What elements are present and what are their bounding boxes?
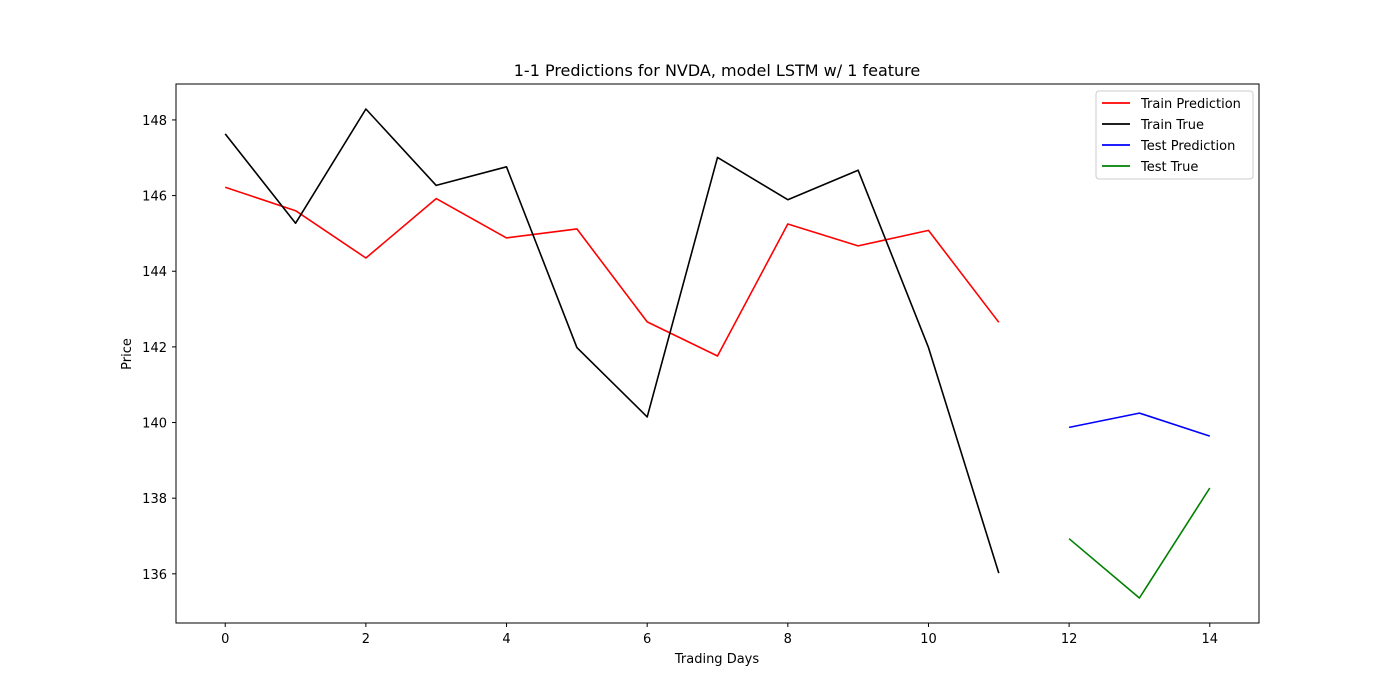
y-axis-label: Price [120,338,135,370]
x-axis-label: Trading Days [674,652,759,667]
legend-label-test-prediction: Test Prediction [1140,139,1235,154]
x-tick-label: 10 [920,632,937,647]
y-tick-label: 146 [142,190,167,205]
x-tick-label: 4 [502,632,510,647]
x-tick-label: 0 [221,632,229,647]
x-tick-label: 12 [1061,632,1078,647]
series-lines [224,108,1211,599]
legend-box [1095,90,1254,180]
y-tick-label: 140 [142,417,167,432]
y-tick-label: 144 [142,265,167,280]
y-tick-label: 142 [142,341,167,356]
x-axis: 0 2 4 6 8 10 12 14 [221,623,1218,647]
x-tick-label: 14 [1201,632,1218,647]
legend-label-train-prediction: Train Prediction [1140,97,1241,112]
plot-area [175,83,1260,624]
x-tick-label: 8 [784,632,792,647]
series-line-train-prediction [224,186,1000,357]
series-line-test-prediction [1068,412,1211,437]
y-tick-label: 136 [142,568,167,583]
y-axis: 136 138 140 142 144 146 148 [142,114,176,583]
plot-frame [175,83,1260,624]
legend-label-test-true: Test True [1140,160,1198,175]
legend-label-train-true: Train True [1140,118,1204,133]
y-tick-label: 138 [142,492,167,507]
chart-title: 1-1 Predictions for NVDA, model LSTM w/ … [514,61,921,80]
legend: Train Prediction Train True Test Predictio… [1095,90,1254,180]
x-tick-label: 2 [362,632,370,647]
series-line-train-true [224,108,1000,574]
y-tick-label: 148 [142,114,167,129]
series-line-test-true [1068,487,1211,599]
x-tick-label: 6 [643,632,651,647]
